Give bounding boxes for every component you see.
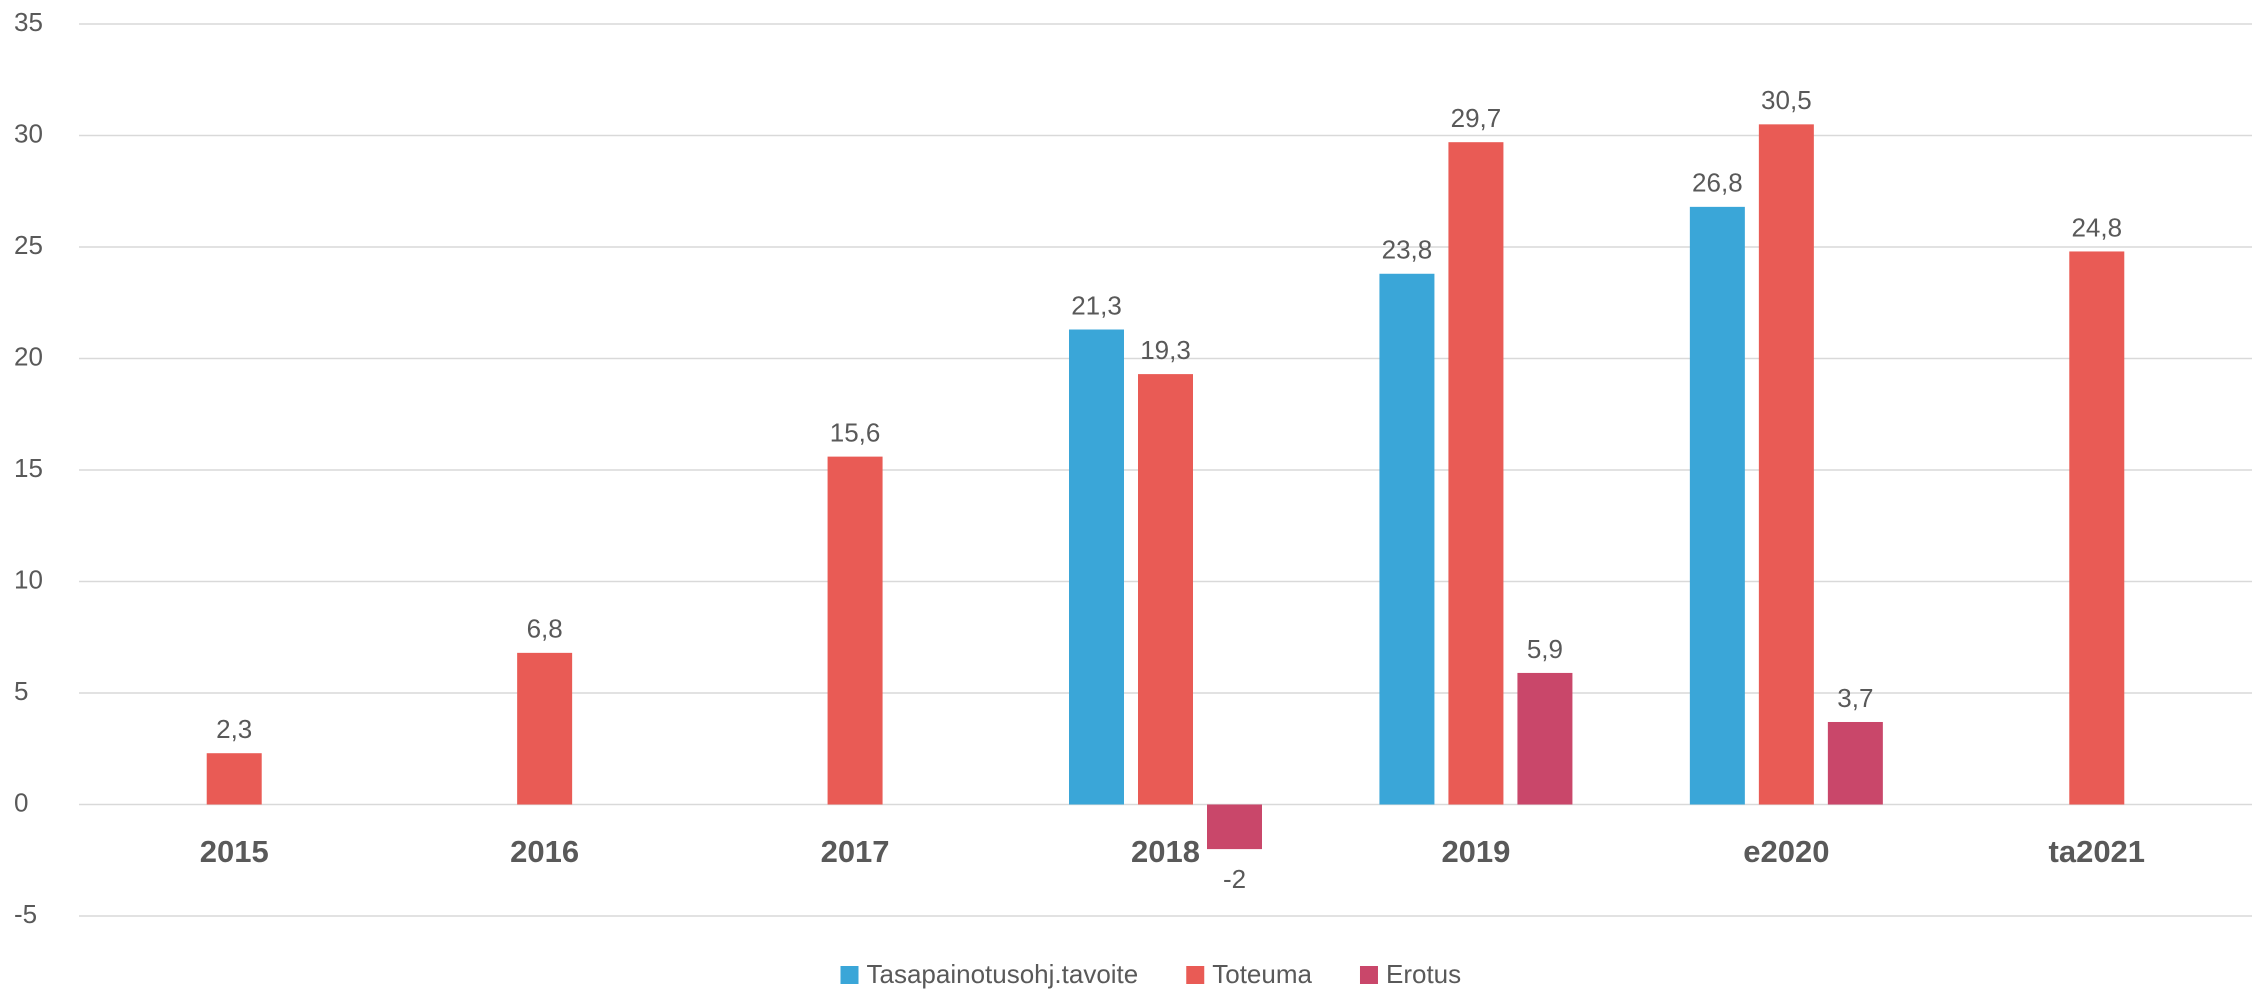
bar xyxy=(827,456,883,805)
data-label: 6,8 xyxy=(527,614,563,644)
bar xyxy=(1689,206,1745,805)
legend-swatch xyxy=(840,966,859,984)
y-tick-label: 25 xyxy=(14,230,43,260)
x-tick-label: 2017 xyxy=(821,834,890,869)
bar xyxy=(1379,273,1435,805)
bar xyxy=(1069,329,1124,805)
data-label: 15,6 xyxy=(830,417,881,447)
bar xyxy=(1448,142,1504,805)
bar xyxy=(1138,374,1193,805)
x-tick-label: 2016 xyxy=(510,834,579,869)
x-tick-label: e2020 xyxy=(1743,834,1829,869)
data-label: 3,7 xyxy=(1837,683,1873,713)
y-tick-label: 5 xyxy=(14,676,28,706)
y-tick-label: -5 xyxy=(14,899,37,929)
x-tick-label: 2018 xyxy=(1131,834,1200,869)
y-tick-label: 0 xyxy=(14,787,28,817)
data-label: 2,3 xyxy=(216,714,252,744)
data-label: 5,9 xyxy=(1527,634,1563,664)
legend-label: Toteuma xyxy=(1212,959,1312,989)
data-label: 29,7 xyxy=(1451,103,1502,133)
legend-label: Erotus xyxy=(1386,959,1461,989)
x-tick-label: ta2021 xyxy=(2049,834,2146,869)
legend-swatch xyxy=(1359,966,1378,984)
data-label: 23,8 xyxy=(1382,235,1433,265)
y-tick-label: 10 xyxy=(14,564,43,594)
x-tick-label: 2015 xyxy=(200,834,269,869)
data-label: 19,3 xyxy=(1140,335,1191,365)
y-tick-label: 15 xyxy=(14,453,43,483)
data-label: 26,8 xyxy=(1692,168,1743,198)
bar xyxy=(206,753,262,805)
x-tick-label: 2019 xyxy=(1441,834,1510,869)
legend-swatch xyxy=(1186,966,1205,984)
y-tick-label: 20 xyxy=(14,341,43,371)
bar xyxy=(1207,804,1262,850)
legend-label: Tasapainotusohj.tavoite xyxy=(867,959,1139,989)
bar xyxy=(1517,672,1573,805)
data-label: 24,8 xyxy=(2071,212,2122,242)
y-tick-label: 30 xyxy=(14,118,43,148)
bar xyxy=(2069,251,2125,805)
data-label: -2 xyxy=(1223,864,1246,894)
bar xyxy=(1827,721,1883,805)
bar xyxy=(1758,124,1814,805)
y-tick-label: 35 xyxy=(14,7,43,37)
data-label: 21,3 xyxy=(1071,290,1122,320)
bar xyxy=(517,652,573,805)
data-label: 30,5 xyxy=(1761,85,1812,115)
